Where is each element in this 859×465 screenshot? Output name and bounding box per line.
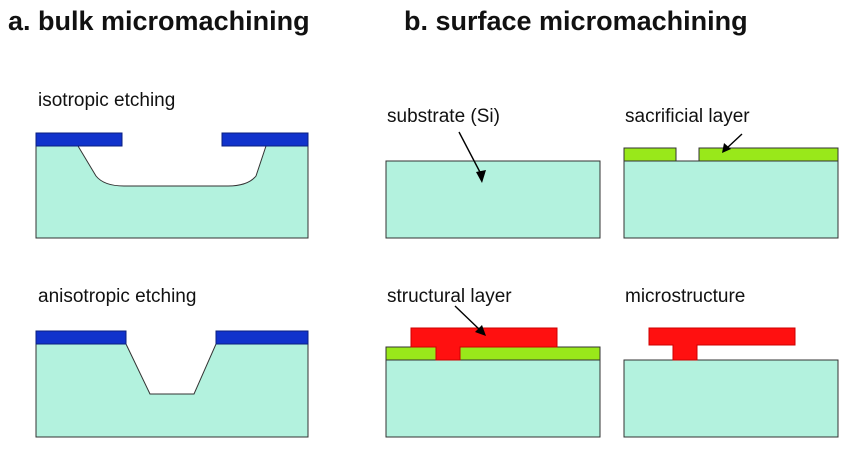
microstructure-shape <box>648 327 796 361</box>
anisotropic-etching-figure <box>35 330 309 438</box>
surface-micromachining-title: b. surface micromachining <box>404 6 748 36</box>
isotropic-mask-right <box>221 132 309 147</box>
substrate-arrow-line <box>458 131 483 177</box>
structural-arrow-line <box>454 305 481 331</box>
sacrificial-substrate <box>623 160 839 239</box>
sacrificial-layer-right <box>698 147 839 162</box>
microstructure-figure <box>623 327 839 438</box>
microstructure-substrate <box>623 359 839 438</box>
structural-sacrificial-left <box>385 346 437 361</box>
anisotropic-substrate <box>35 343 309 438</box>
structural-layer-shape <box>410 327 558 361</box>
anisotropic-mask-left <box>35 330 127 345</box>
structural-sacrificial-right <box>459 346 601 361</box>
structural-substrate <box>385 359 601 438</box>
substrate-arrowhead <box>476 170 486 183</box>
microstructure-label: microstructure <box>625 286 745 307</box>
sacrificial-arrowhead <box>722 143 731 153</box>
sacrificial-layer-figure <box>623 133 839 239</box>
structural-layer-figure <box>385 305 601 438</box>
substrate-label: substrate (Si) <box>387 106 500 127</box>
anisotropic-mask-right <box>215 330 309 345</box>
isotropic-substrate <box>35 145 309 239</box>
anisotropic-etching-label: anisotropic etching <box>38 286 196 307</box>
structural-layer-label: structural layer <box>387 286 512 307</box>
isotropic-etching-figure <box>35 132 309 239</box>
bulk-micromachining-title: a. bulk micromachining <box>8 6 310 36</box>
sacrificial-layer-label: sacrificial layer <box>625 106 750 127</box>
substrate-block <box>385 160 601 239</box>
isotropic-etching-label: isotropic etching <box>38 90 175 111</box>
isotropic-mask-left <box>35 132 123 147</box>
substrate-figure <box>385 131 601 239</box>
sacrificial-arrow-line <box>726 133 743 149</box>
structural-arrowhead <box>475 325 486 336</box>
sacrificial-layer-left <box>623 147 677 162</box>
